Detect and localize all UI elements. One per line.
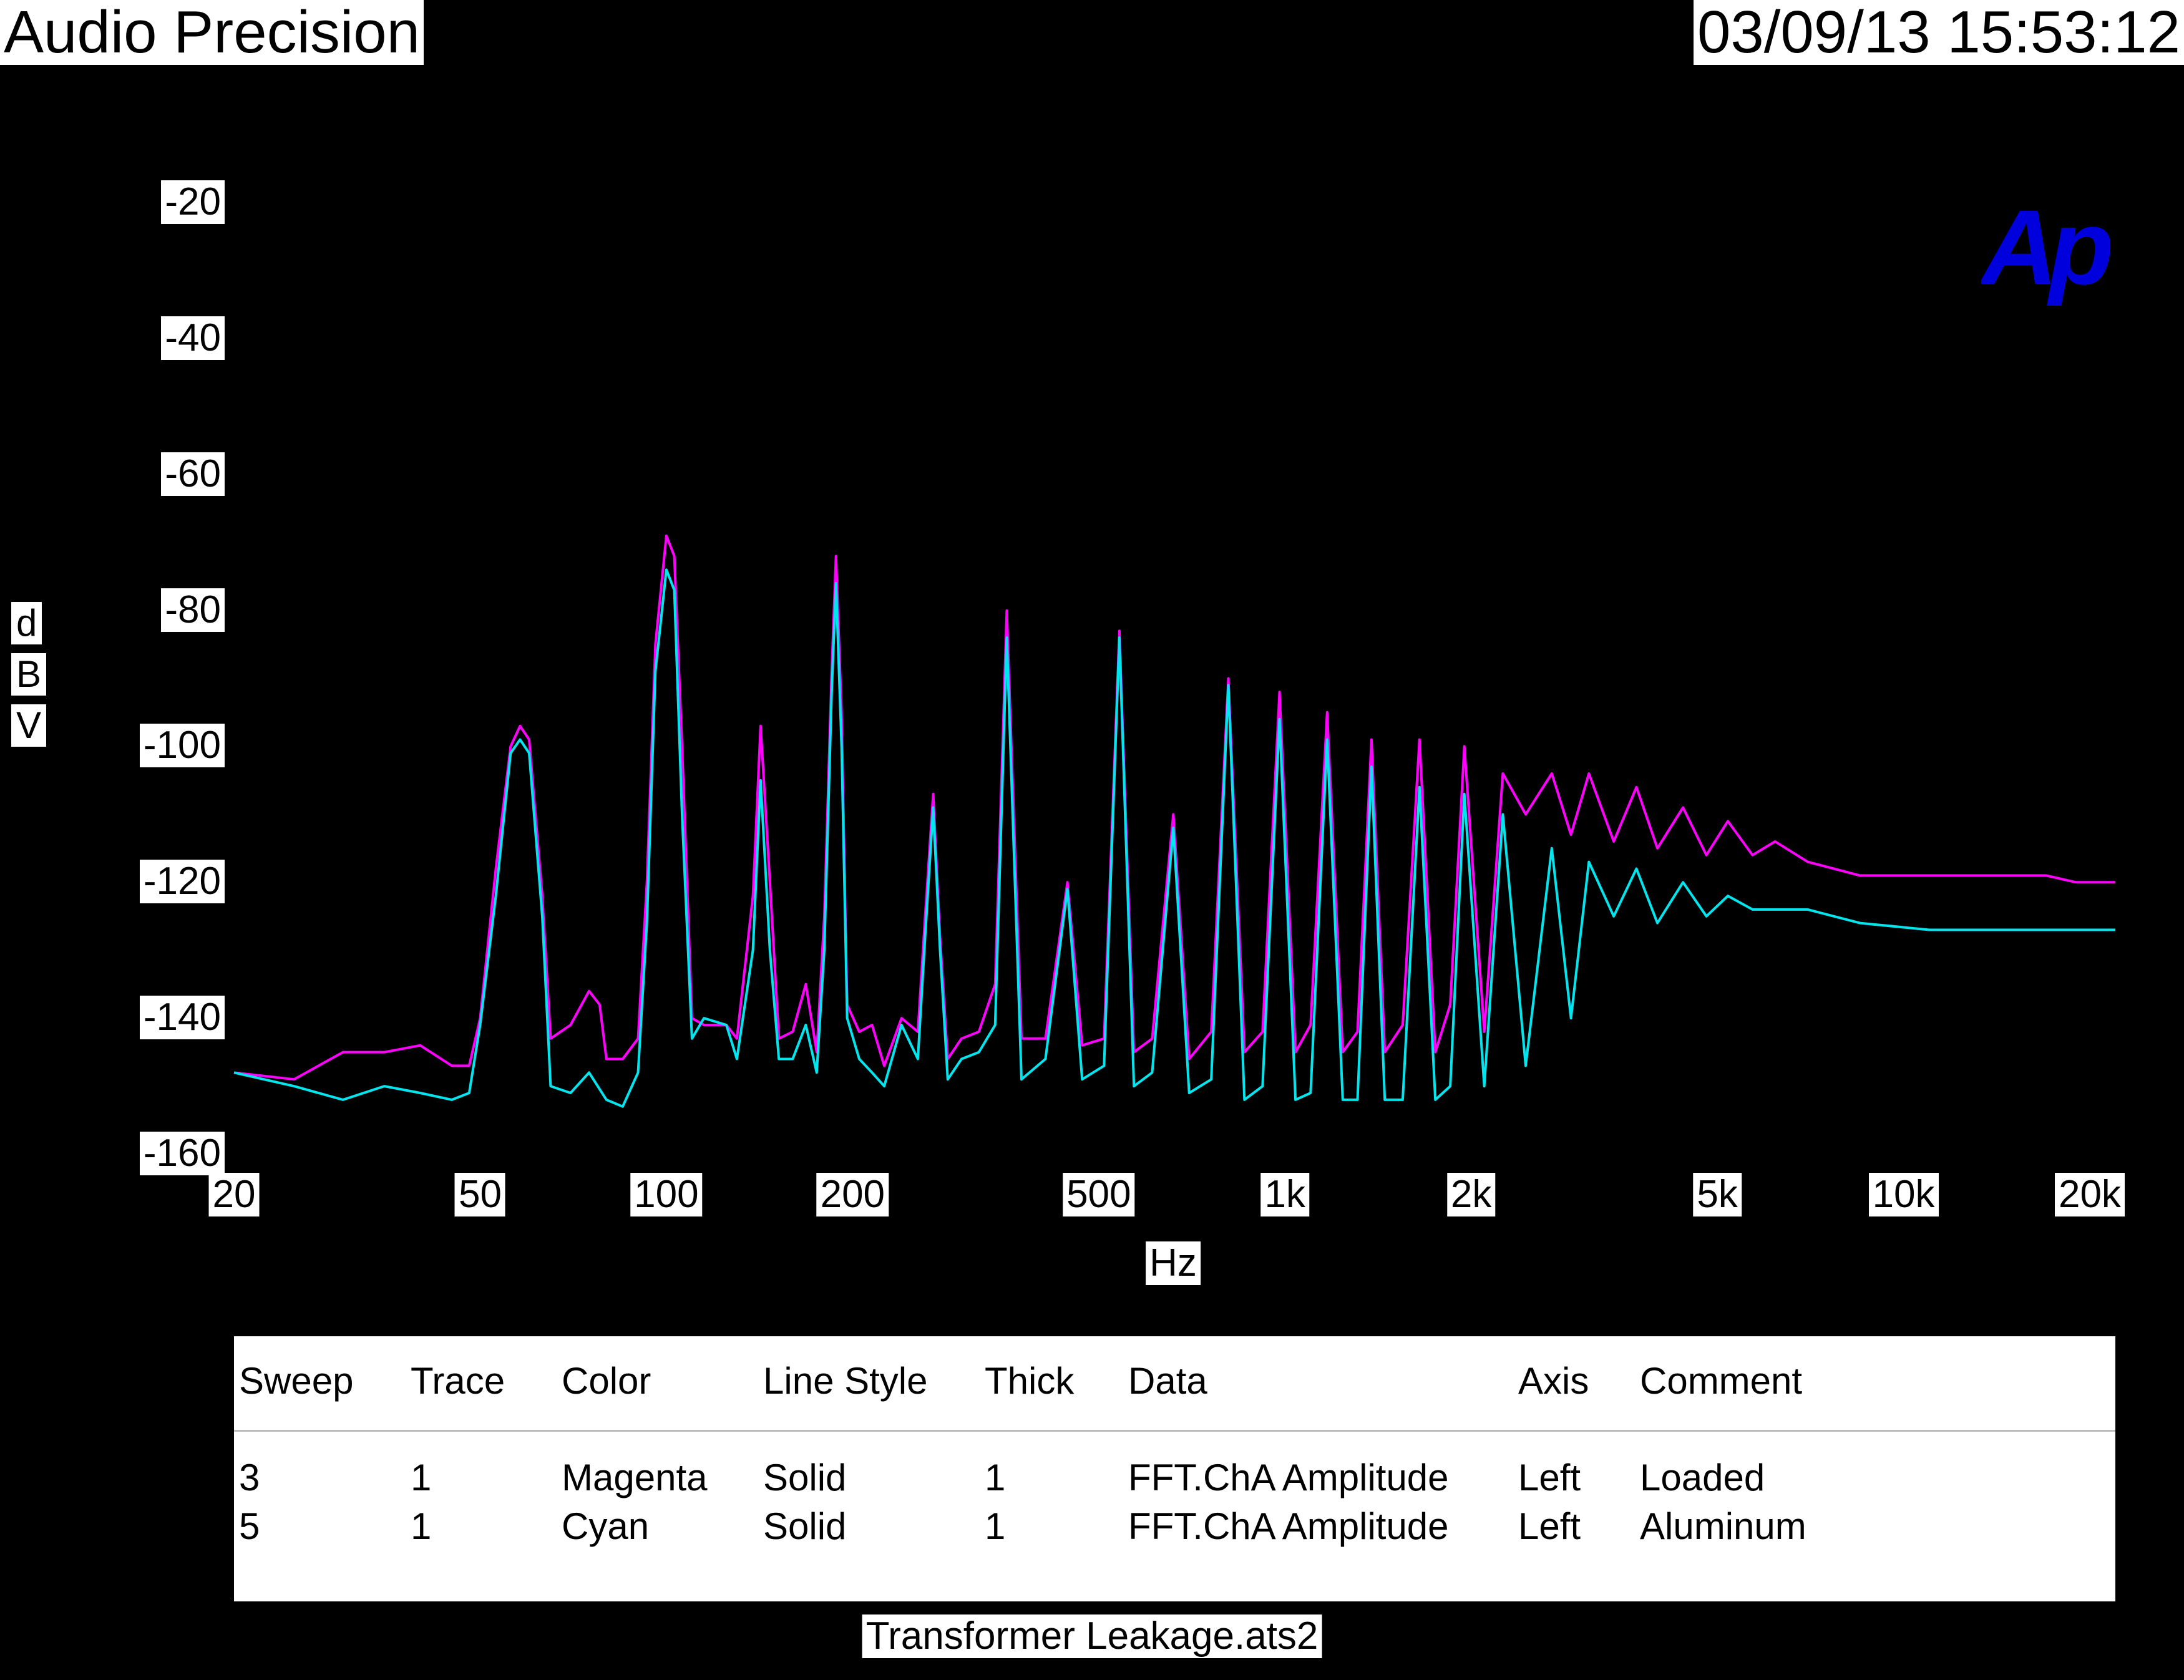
legend-cell: Trace [411,1360,505,1402]
y-tick-label: -20 [161,180,225,224]
x-tick-label: 1k [1260,1173,1309,1216]
file-name-label: Transformer Leakage.ats2 [862,1614,1322,1658]
x-tick-label: 20 [208,1173,260,1216]
legend-cell: Line Style [763,1360,928,1402]
legend-row: 3 1 Magenta Solid 1 FFT.ChA Amplitude Left Load… [234,1459,2115,1509]
legend-cell: 1 [411,1505,432,1547]
legend-table: Sweep Trace Color Line Style Thick Data Axis Co… [234,1336,2115,1601]
app-brand-label: Audio Precision [0,0,424,65]
legend-divider [234,1430,2115,1432]
y-tick-label: -80 [161,588,225,632]
legend-cell: FFT.ChA Amplitude [1128,1457,1449,1498]
legend-cell: Data [1128,1360,1207,1402]
legend-cell: 1 [985,1457,1006,1498]
y-tick-label: -40 [161,316,225,360]
legend-cell: 5 [239,1505,260,1547]
x-axis-label: Hz [1146,1241,1201,1285]
x-tick-label: 100 [630,1173,703,1216]
y-axis-label: V [11,704,47,747]
y-axis-label: B [11,653,47,696]
y-tick-label: -120 [139,860,225,904]
legend-cell: Thick [985,1360,1075,1402]
x-tick-label: 500 [1063,1173,1135,1216]
legend-cell: Left [1518,1457,1581,1498]
series-line-1 [233,568,2115,1108]
series-layer [233,534,2115,1108]
legend-cell: 1 [985,1505,1006,1547]
legend-cell: 1 [411,1457,432,1498]
legend-cell: Cyan [562,1505,650,1547]
legend-cell: Sweep [239,1360,354,1402]
legend-row: 5 1 Cyan Solid 1 FFT.ChA Amplitude Left Aluminu… [234,1508,2115,1558]
x-tick-label: 5k [1693,1173,1742,1216]
legend-cell: Axis [1518,1360,1589,1402]
x-tick-label: 20k [2054,1173,2125,1216]
x-tick-label: 200 [816,1173,889,1216]
y-axis-label: d [11,602,42,644]
legend-cell: 3 [239,1457,260,1498]
legend-cell: Aluminum [1640,1505,1806,1547]
legend-cell: Comment [1640,1360,1803,1402]
legend-cell: Loaded [1640,1457,1765,1498]
legend-cell: Solid [763,1457,847,1498]
legend-cell: Solid [763,1505,847,1547]
y-tick-label: -160 [139,1132,225,1175]
x-tick-label: 50 [455,1173,505,1216]
timestamp-label: 03/09/13 15:53:12 [1693,0,2184,65]
y-tick-label: -60 [161,452,225,496]
x-tick-label: 2k [1446,1173,1496,1216]
y-tick-label: -100 [139,724,225,768]
x-tick-label: 10k [1868,1173,1939,1216]
series-line-0 [233,534,2115,1081]
legend-cell: Color [562,1360,651,1402]
ap-logo-text: Ap [1981,200,2111,306]
legend-cell: Magenta [562,1457,708,1498]
legend-cell: Left [1518,1505,1581,1547]
ap-logo: Ap [1979,188,2125,309]
legend-cell: FFT.ChA Amplitude [1128,1505,1449,1547]
legend-header-row: Sweep Trace Color Line Style Thick Data Axis Co… [234,1362,2115,1412]
y-tick-label: -140 [139,996,225,1040]
